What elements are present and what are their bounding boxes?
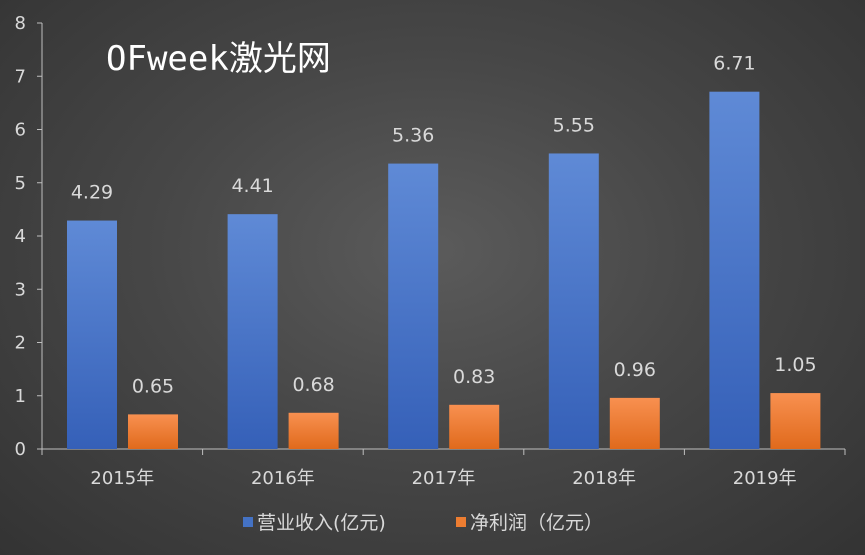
x-tick-label: 2019年	[733, 468, 797, 489]
y-tick-label: 2	[15, 333, 26, 354]
revenue-bar	[388, 163, 439, 449]
y-tick-label: 7	[15, 66, 26, 87]
watermark-text: OFweek激光网	[106, 39, 331, 79]
axes: 0 1 2 3 4 5 6 7 8 2015年 2016年 2017年 2018年 2019年	[15, 13, 846, 489]
x-tick-label: 2017年	[412, 468, 476, 489]
x-tick-label: 2015年	[90, 468, 154, 489]
revenue-bar	[227, 214, 278, 449]
y-tick-label: 4	[15, 226, 26, 247]
revenue-data-label: 5.36	[392, 125, 434, 147]
y-tick-label: 6	[15, 120, 26, 141]
net-profit-bar	[609, 397, 660, 449]
net-profit-bar	[770, 393, 821, 449]
revenue-data-label: 4.41	[231, 175, 273, 197]
legend: 营业收入(亿元) 净利润（亿元）	[243, 512, 603, 534]
revenue-bar	[67, 220, 117, 449]
legend-label-revenue: 营业收入(亿元)	[257, 512, 386, 534]
net-profit-data-label: 1.05	[774, 354, 816, 376]
legend-label-net-profit: 净利润（亿元）	[470, 512, 603, 534]
y-tick-label: 5	[15, 173, 26, 194]
net-profit-bar	[128, 414, 178, 449]
bars	[67, 91, 821, 449]
net-profit-data-label: 0.96	[614, 359, 656, 381]
data-labels: 4.29 4.41 5.36 5.55 6.71 0.65 0.68 0.83 0.96 1.05	[71, 53, 817, 398]
revenue-bar	[548, 153, 599, 449]
y-tick-label: 1	[15, 386, 26, 407]
net-profit-data-label: 0.83	[453, 366, 495, 388]
legend-swatch-net-profit	[456, 517, 466, 527]
x-tick-label: 2018年	[572, 468, 636, 489]
x-tick-label: 2016年	[251, 468, 315, 489]
net-profit-data-label: 0.65	[132, 375, 174, 397]
y-tick-label: 0	[15, 439, 26, 460]
revenue-bar	[709, 91, 760, 449]
legend-swatch-revenue	[243, 517, 253, 527]
y-tick-label: 3	[15, 279, 26, 300]
net-profit-bar	[449, 404, 500, 449]
revenue-data-label: 5.55	[553, 114, 595, 136]
net-profit-bar	[288, 412, 339, 449]
y-tick-label: 8	[15, 13, 26, 34]
revenue-data-label: 6.71	[713, 53, 755, 75]
net-profit-data-label: 0.68	[292, 374, 334, 396]
revenue-data-label: 4.29	[71, 182, 113, 204]
